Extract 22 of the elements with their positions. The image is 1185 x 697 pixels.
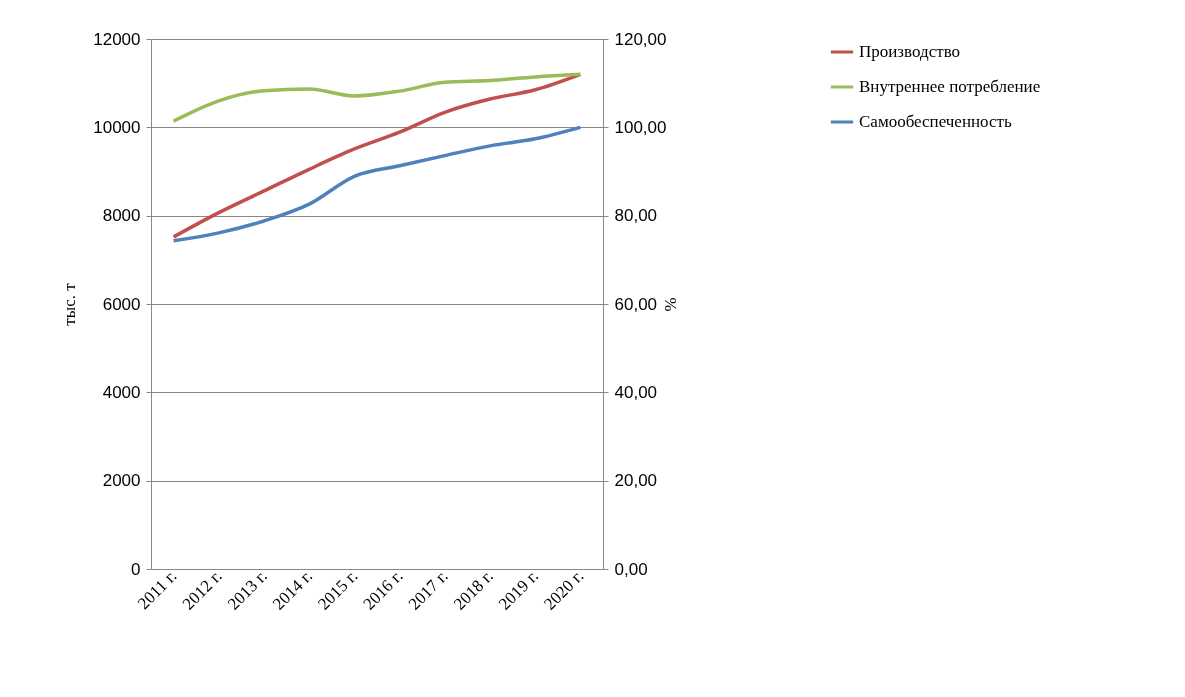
y-tick-label: 0 (131, 559, 141, 579)
y-tick-label: 10000 (93, 117, 141, 137)
y2-tick-label: 0,00 (614, 559, 648, 579)
y2-tick-label: 100,00 (614, 117, 667, 137)
y2-tick-label: 120,00 (614, 29, 667, 49)
y-tick-label: 2000 (102, 471, 141, 491)
y-axis-title: тыс. т (60, 282, 80, 326)
line-series (171, 125, 583, 243)
y2-axis-title: % (661, 297, 681, 312)
y-tick-label: 4000 (102, 382, 141, 402)
legend-label: Внутреннее потребление (859, 77, 1041, 96)
line-series (171, 72, 583, 123)
y-tick-label: 6000 (102, 294, 141, 314)
legend-label: Производство (859, 42, 961, 61)
y-tick-label: 12000 (93, 29, 141, 49)
y2-tick-label: 20,00 (614, 471, 658, 491)
legend-label: Самообеспеченность (859, 112, 1012, 131)
y2-tick-label: 60,00 (614, 294, 658, 314)
y-tick-label: 8000 (102, 206, 141, 226)
y2-tick-label: 40,00 (614, 382, 658, 402)
line-series (171, 72, 583, 239)
y2-tick-label: 80,00 (614, 206, 658, 226)
